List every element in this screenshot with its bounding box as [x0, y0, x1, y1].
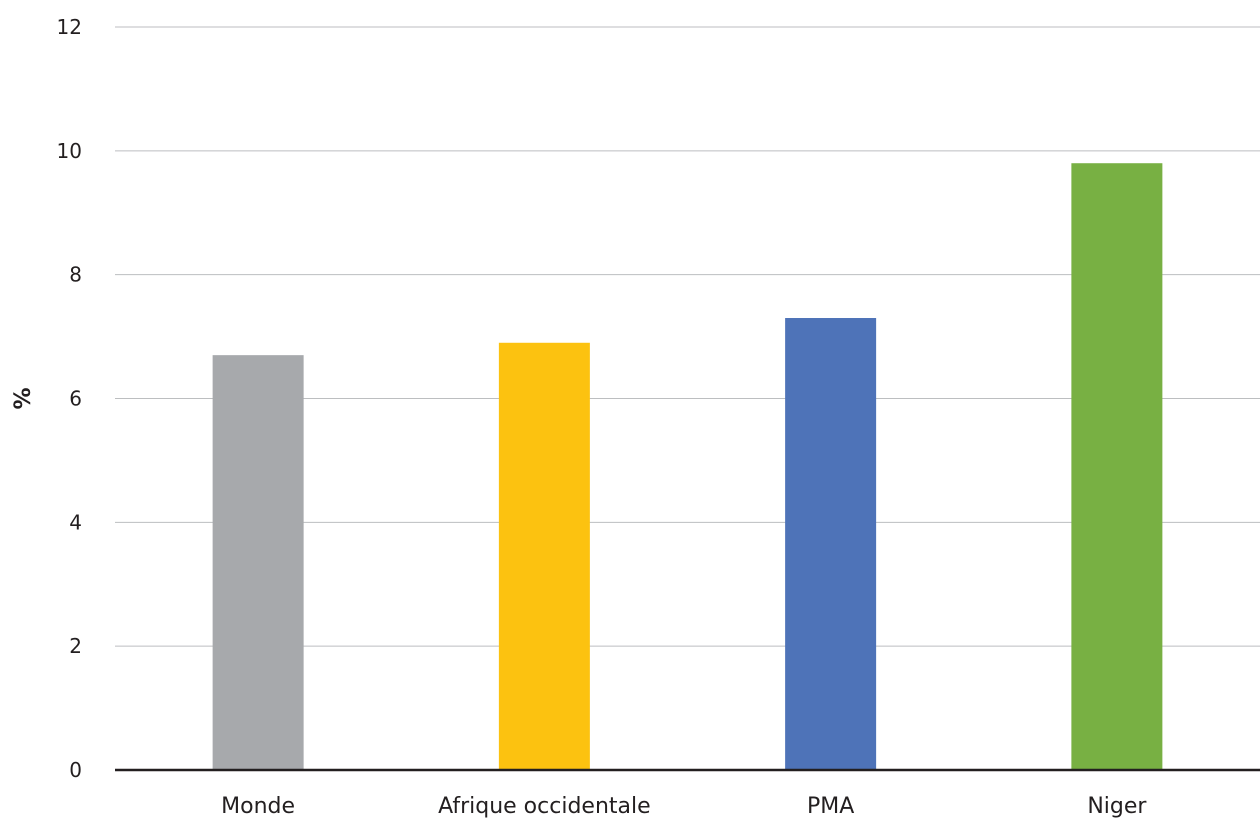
- bar-monde: [212, 355, 304, 770]
- y-tick-label: 2: [69, 634, 82, 658]
- x-tick-label: Monde: [221, 794, 295, 819]
- x-axis-labels: Monde Afrique occidentale PMA Niger: [221, 794, 1147, 819]
- x-tick-label: PMA: [807, 794, 854, 819]
- x-tick-label: Niger: [1087, 794, 1147, 819]
- y-tick-label: 0: [69, 758, 82, 782]
- bar-niger: [1071, 163, 1163, 770]
- y-tick-label: 6: [69, 387, 82, 411]
- x-tick-label: Afrique occidentale: [438, 794, 651, 819]
- bar-afrique-occidentale: [498, 342, 590, 770]
- y-tick-label: 4: [69, 510, 82, 534]
- bar-pma: [785, 318, 877, 770]
- y-tick-label: 12: [57, 15, 82, 39]
- y-tick-label: 8: [69, 263, 82, 287]
- bars: [212, 163, 1163, 770]
- y-axis-title: %: [11, 387, 36, 409]
- gridlines: [115, 26, 1260, 647]
- y-tick-label: 10: [57, 139, 82, 163]
- y-axis-ticks: 0 2 4 6 8 10 12: [57, 15, 82, 782]
